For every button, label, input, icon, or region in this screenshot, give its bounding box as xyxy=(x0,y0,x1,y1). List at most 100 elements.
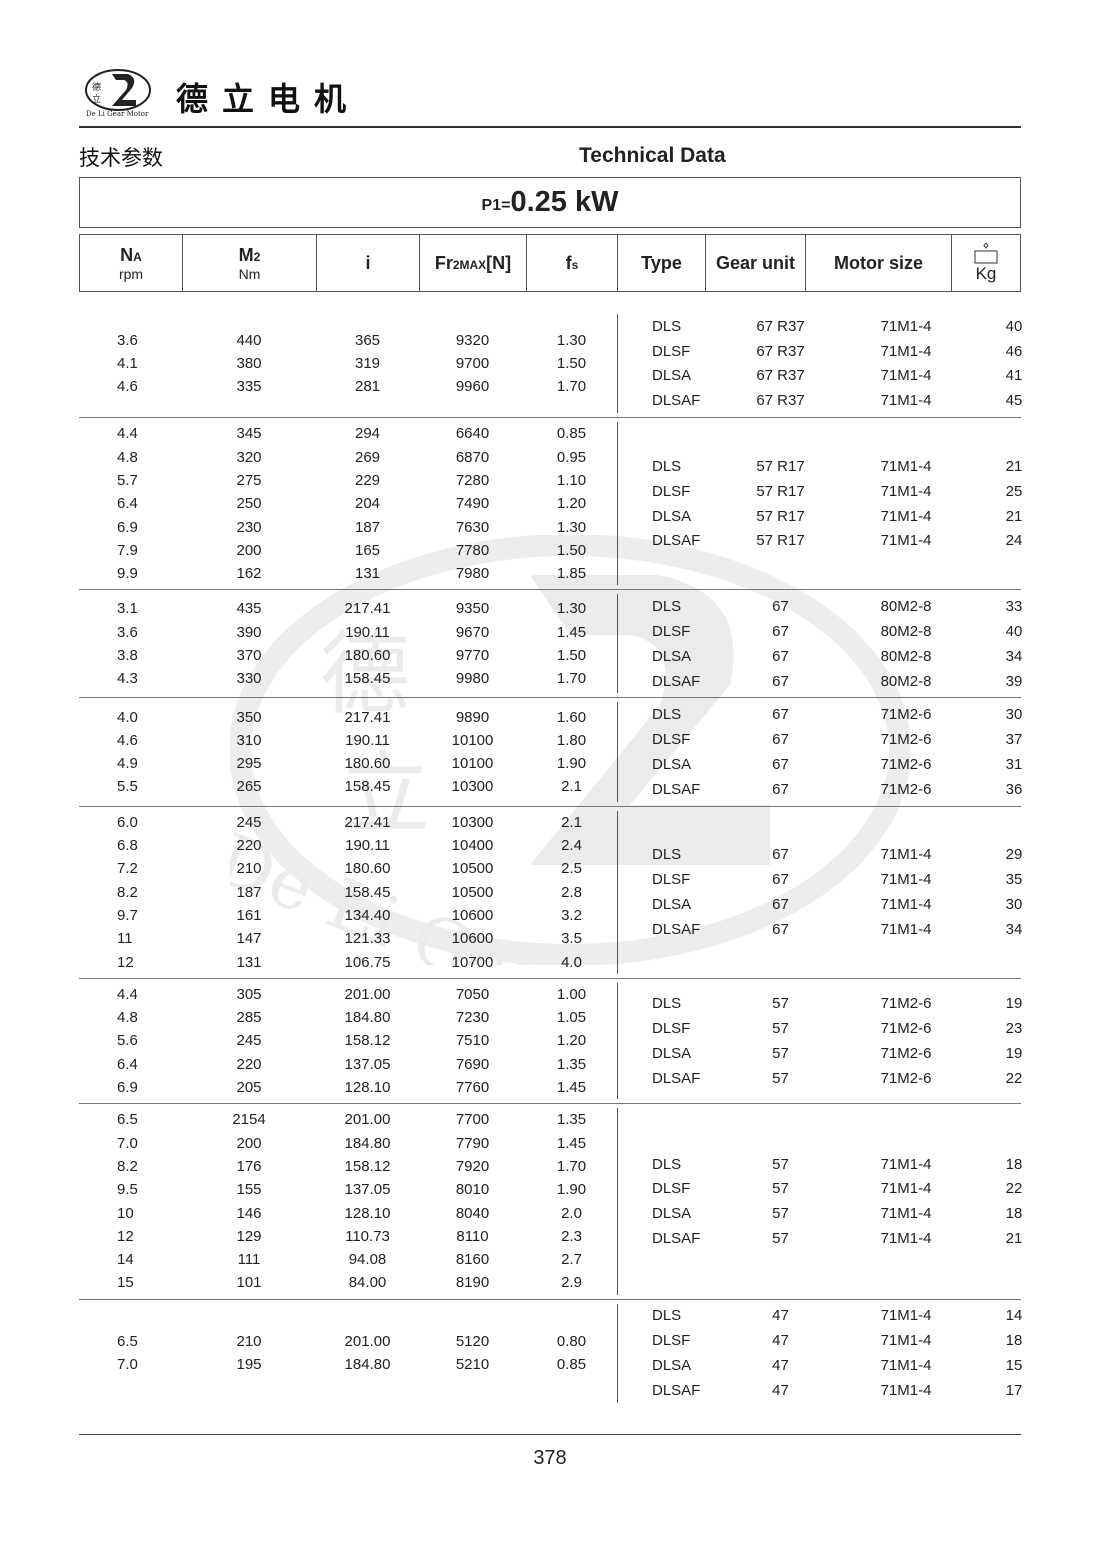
cell-torque: 146 xyxy=(236,1204,262,1222)
cell-type: DLSAF xyxy=(652,672,701,690)
cell-motor-size: 71M1-4 xyxy=(880,367,932,385)
cell-radial-load: 10100 xyxy=(451,755,494,773)
cell-weight: 35 xyxy=(1005,871,1023,889)
col-header-m2: M2 Nm xyxy=(183,235,317,291)
cell-torque: 350 xyxy=(236,708,262,726)
cell-gear-unit: 57 xyxy=(772,1069,789,1087)
table-row: DLS 57 71M1-4 18 xyxy=(618,1152,1049,1177)
svg-text:立: 立 xyxy=(92,93,101,104)
cell-service-factor: 1.50 xyxy=(556,647,587,664)
cell-weight: 25 xyxy=(1005,482,1023,500)
cell-speed: 9.7 xyxy=(117,906,138,924)
cell-type: DLSF xyxy=(652,342,691,360)
cell-ratio: 184.80 xyxy=(344,1134,391,1152)
table-row: DLS 47 71M1-4 14 xyxy=(618,1304,1049,1329)
table-row: DLSF 57 71M2-6 23 xyxy=(618,1016,1049,1041)
company-logo: 德 立 De Li Gear Motor xyxy=(85,69,151,118)
cell-speed: 6.9 xyxy=(117,1079,138,1097)
cell-torque: 390 xyxy=(236,623,262,641)
table-row: DLSAF 67 71M2-6 36 xyxy=(618,777,1049,802)
cell-speed: 8.2 xyxy=(117,883,138,901)
cell-ratio: 190.11 xyxy=(345,731,390,749)
cell-radial-load: 9700 xyxy=(455,355,490,373)
cell-service-factor: 0.85 xyxy=(556,425,587,443)
cell-speed: 6.9 xyxy=(117,518,138,536)
cell-service-factor: 2.5 xyxy=(561,860,582,878)
cell-torque: 370 xyxy=(236,647,262,664)
table-row: DLS 57 71M2-6 19 xyxy=(618,991,1049,1016)
cell-motor-size: 71M1-4 xyxy=(880,896,932,914)
table-row: DLSA 57 71M1-4 18 xyxy=(618,1201,1049,1226)
cell-radial-load: 9890 xyxy=(455,708,490,726)
model-rows: DLS 57 71M2-6 19 DLSF 57 71M2-6 23 DLSA 57 71M2-6 1… xyxy=(617,982,1049,1100)
cell-speed: 4.9 xyxy=(117,755,138,773)
cell-weight: 17 xyxy=(1005,1381,1023,1399)
cell-torque: 129 xyxy=(236,1227,262,1245)
table-group: 6.5 2154 201.00 7700 1.35 7.0 200 184.80 7790 1.4… xyxy=(79,1104,1022,1300)
cell-service-factor: 1.30 xyxy=(556,600,587,618)
cell-speed: 5.7 xyxy=(117,471,138,489)
cell-gear-unit: 67 R37 xyxy=(756,392,805,410)
cell-torque: 210 xyxy=(236,860,262,878)
svg-text:De Li Gear Motor: De Li Gear Motor xyxy=(86,110,149,118)
table-row: 10 146 128.10 8040 2.0 xyxy=(79,1201,617,1224)
table-group: 4.4 345 294 6640 0.85 4.8 320 269 6870 0.95 5.7 275… xyxy=(79,418,1022,591)
cell-service-factor: 1.80 xyxy=(556,731,587,749)
cell-ratio: 158.45 xyxy=(344,778,391,796)
model-rows: DLS 67 71M1-4 29 DLSF 67 71M1-4 35 DLSA 67 71M1-4 3… xyxy=(617,810,1049,974)
cell-speed: 6.0 xyxy=(117,813,138,831)
table-row: 8.2 187 158.45 10500 2.8 xyxy=(79,881,617,904)
cell-weight: 18 xyxy=(1005,1205,1023,1223)
cell-torque: 131 xyxy=(236,953,262,971)
cell-gear-unit: 67 xyxy=(772,672,789,690)
cell-radial-load: 10300 xyxy=(451,778,494,796)
cell-speed: 4.6 xyxy=(117,731,138,749)
cell-ratio: 158.45 xyxy=(344,670,391,688)
table-row: 11 147 121.33 10600 3.5 xyxy=(79,927,617,950)
cell-motor-size: 71M2-6 xyxy=(880,706,932,724)
cell-service-factor: 2.8 xyxy=(561,883,582,901)
cell-motor-size: 71M2-6 xyxy=(880,780,932,798)
cell-motor-size: 71M1-4 xyxy=(880,1230,932,1248)
page-number: 378 xyxy=(533,1447,567,1469)
cell-speed: 3.6 xyxy=(117,331,138,349)
cell-weight: 33 xyxy=(1005,598,1023,616)
table-row: 3.6 390 190.11 9670 1.45 xyxy=(79,621,617,644)
cell-torque: 345 xyxy=(236,425,262,443)
cell-gear-unit: 57 xyxy=(772,1155,789,1173)
fs-subscript: s xyxy=(571,257,579,272)
cell-motor-size: 71M1-4 xyxy=(880,920,932,938)
cell-torque: 330 xyxy=(236,670,262,688)
cell-motor-size: 80M2-8 xyxy=(880,622,932,640)
cell-speed: 9.9 xyxy=(117,565,138,583)
cell-torque: 245 xyxy=(236,813,262,831)
cell-service-factor: 1.60 xyxy=(556,708,587,726)
table-row: DLSA 57 R17 71M1-4 21 xyxy=(618,504,1049,529)
table-row: 7.0 200 184.80 7790 1.45 xyxy=(79,1132,617,1155)
cell-service-factor: 1.35 xyxy=(556,1055,587,1073)
cell-radial-load: 7760 xyxy=(455,1079,490,1097)
table-row: 5.5 265 158.45 10300 2.1 xyxy=(79,775,617,798)
cell-radial-load: 10500 xyxy=(451,883,494,901)
cell-weight: 30 xyxy=(1005,896,1023,914)
cell-radial-load: 10400 xyxy=(451,837,494,855)
cell-torque: 195 xyxy=(236,1356,262,1374)
cell-weight: 30 xyxy=(1005,706,1023,724)
cell-ratio: 180.60 xyxy=(344,860,391,878)
cell-service-factor: 2.4 xyxy=(561,837,582,855)
power-value: 0.25 kW xyxy=(510,186,619,218)
cell-weight: 18 xyxy=(1005,1332,1023,1350)
cell-radial-load: 9960 xyxy=(455,378,490,396)
cell-gear-unit: 57 xyxy=(772,1044,789,1062)
table-row: 15 101 84.00 8190 2.9 xyxy=(79,1271,617,1294)
cell-service-factor: 4.0 xyxy=(561,953,582,971)
cell-service-factor: 1.20 xyxy=(556,1032,587,1050)
cell-service-factor: 1.90 xyxy=(556,1181,587,1199)
cell-type: DLS xyxy=(652,846,682,864)
cell-radial-load: 8190 xyxy=(455,1274,490,1292)
table-row: DLS 67 71M1-4 29 xyxy=(618,843,1049,868)
cell-weight: 19 xyxy=(1005,1044,1023,1062)
cell-ratio: 217.41 xyxy=(344,813,391,831)
cell-type: DLS xyxy=(652,995,682,1013)
cell-type: DLS xyxy=(652,458,682,476)
